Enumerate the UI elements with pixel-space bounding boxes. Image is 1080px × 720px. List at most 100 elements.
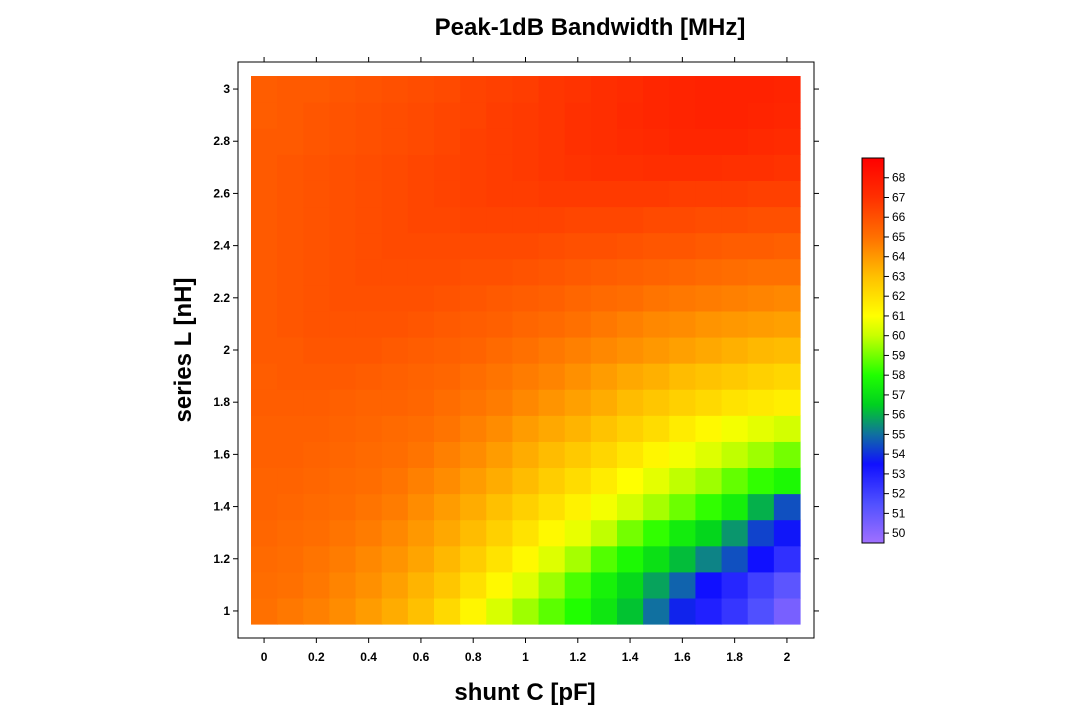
heatmap-cell [303,76,331,103]
heatmap-cell [251,232,278,260]
heatmap-cell [721,363,749,390]
heatmap-cell [643,389,670,416]
heatmap-cell [303,493,331,521]
heatmap-cell [434,597,461,625]
heatmap-cell [303,441,331,469]
heatmap-cell [355,336,383,364]
heatmap-cell [486,180,514,208]
y-axis-ticks: 1 1.2 1.4 1.6 1.8 2 2.2 2.4 2.6 2.8 3 [213,82,819,618]
heatmap-cell [329,102,357,129]
heatmap-cell [695,310,723,338]
x-tick-label: 1 [522,650,529,664]
heatmap-cell [617,597,644,625]
heatmap-cell [538,180,566,208]
heatmap-cell [434,493,461,521]
heatmap-cell [512,545,540,573]
heatmap-cell [460,363,487,390]
heatmap-cell [617,180,644,208]
heatmap-cell [617,571,644,599]
heatmap-cell [277,389,304,416]
heatmap-cell [773,441,801,469]
heatmap-cell [564,441,592,469]
heatmap-cell [434,310,461,338]
heatmap-cell [460,154,487,181]
heatmap-cell [434,76,461,103]
heatmap-cell [617,310,644,338]
heatmap-cell [773,128,801,155]
colorbar-tick-label: 62 [892,289,906,303]
heatmap-cell [277,363,304,390]
heatmap-cell [277,206,304,234]
heatmap-cell [381,284,409,312]
heatmap-cell [643,206,670,234]
heatmap-cell [355,76,383,103]
colorbar-tick-label: 63 [892,269,906,283]
heatmap-cell [643,154,670,181]
heatmap-cell [486,102,514,129]
heatmap-cell [460,467,487,495]
heatmap-cell [460,310,487,338]
heatmap-cell [355,493,383,521]
heatmap-cell [643,284,670,312]
heatmap-cell [695,154,723,181]
heatmap-cell [721,467,749,495]
heatmap-cell [695,467,723,495]
heatmap-cell [747,389,775,416]
heatmap-cell [617,232,644,260]
heatmap-cell [407,102,435,129]
heatmap-cell [486,310,514,338]
heatmap-cell [381,597,409,625]
heatmap-cell [721,232,749,260]
heatmap-cell [355,597,383,625]
colorbar-tick-label: 67 [892,190,906,204]
heatmap-cell [251,415,278,442]
heatmap-cell [460,206,487,234]
heatmap-cell [251,76,278,103]
y-tick-label: 3 [223,82,230,96]
heatmap-cell [538,545,566,573]
x-tick-label: 1.6 [674,650,691,664]
heatmap-cell [564,363,592,390]
heatmap-cell [695,571,723,599]
heatmap-cell [590,415,618,442]
heatmap-cell [695,76,723,103]
x-tick-label: 0.6 [413,650,430,664]
heatmap-cell [512,441,540,469]
heatmap-cell [538,597,566,625]
heatmap-cell [590,128,618,155]
heatmap-cell [590,232,618,260]
heatmap-cell [381,493,409,521]
heatmap-cell [564,284,592,312]
heatmap-cell [669,441,697,469]
heatmap-cell [460,258,487,286]
heatmap-cell [251,310,278,338]
heatmap-cell [669,102,697,129]
heatmap-cell [329,493,357,521]
y-tick-label: 2.8 [213,134,230,148]
heatmap-cells [251,76,801,625]
heatmap-cell [329,206,357,234]
heatmap-cell [329,441,357,469]
heatmap-cell [695,128,723,155]
heatmap-cell [303,415,331,442]
heatmap-cell [669,545,697,573]
heatmap-cell [590,467,618,495]
heatmap-cell [538,102,566,129]
heatmap-cell [512,310,540,338]
heatmap-cell [773,258,801,286]
heatmap-cell [329,128,357,155]
heatmap-cell [538,441,566,469]
heatmap-cell [277,128,304,155]
heatmap-cell [695,493,723,521]
heatmap-cell [277,597,304,625]
heatmap-cell [538,154,566,181]
heatmap-cell [590,102,618,129]
colorbar-tick-label: 52 [892,487,906,501]
heatmap-cell [747,519,775,547]
y-tick-label: 2.6 [213,186,230,200]
heatmap-cell [486,597,514,625]
heatmap-cell [590,258,618,286]
heatmap-cell [460,415,487,442]
heatmap-cell [303,232,331,260]
